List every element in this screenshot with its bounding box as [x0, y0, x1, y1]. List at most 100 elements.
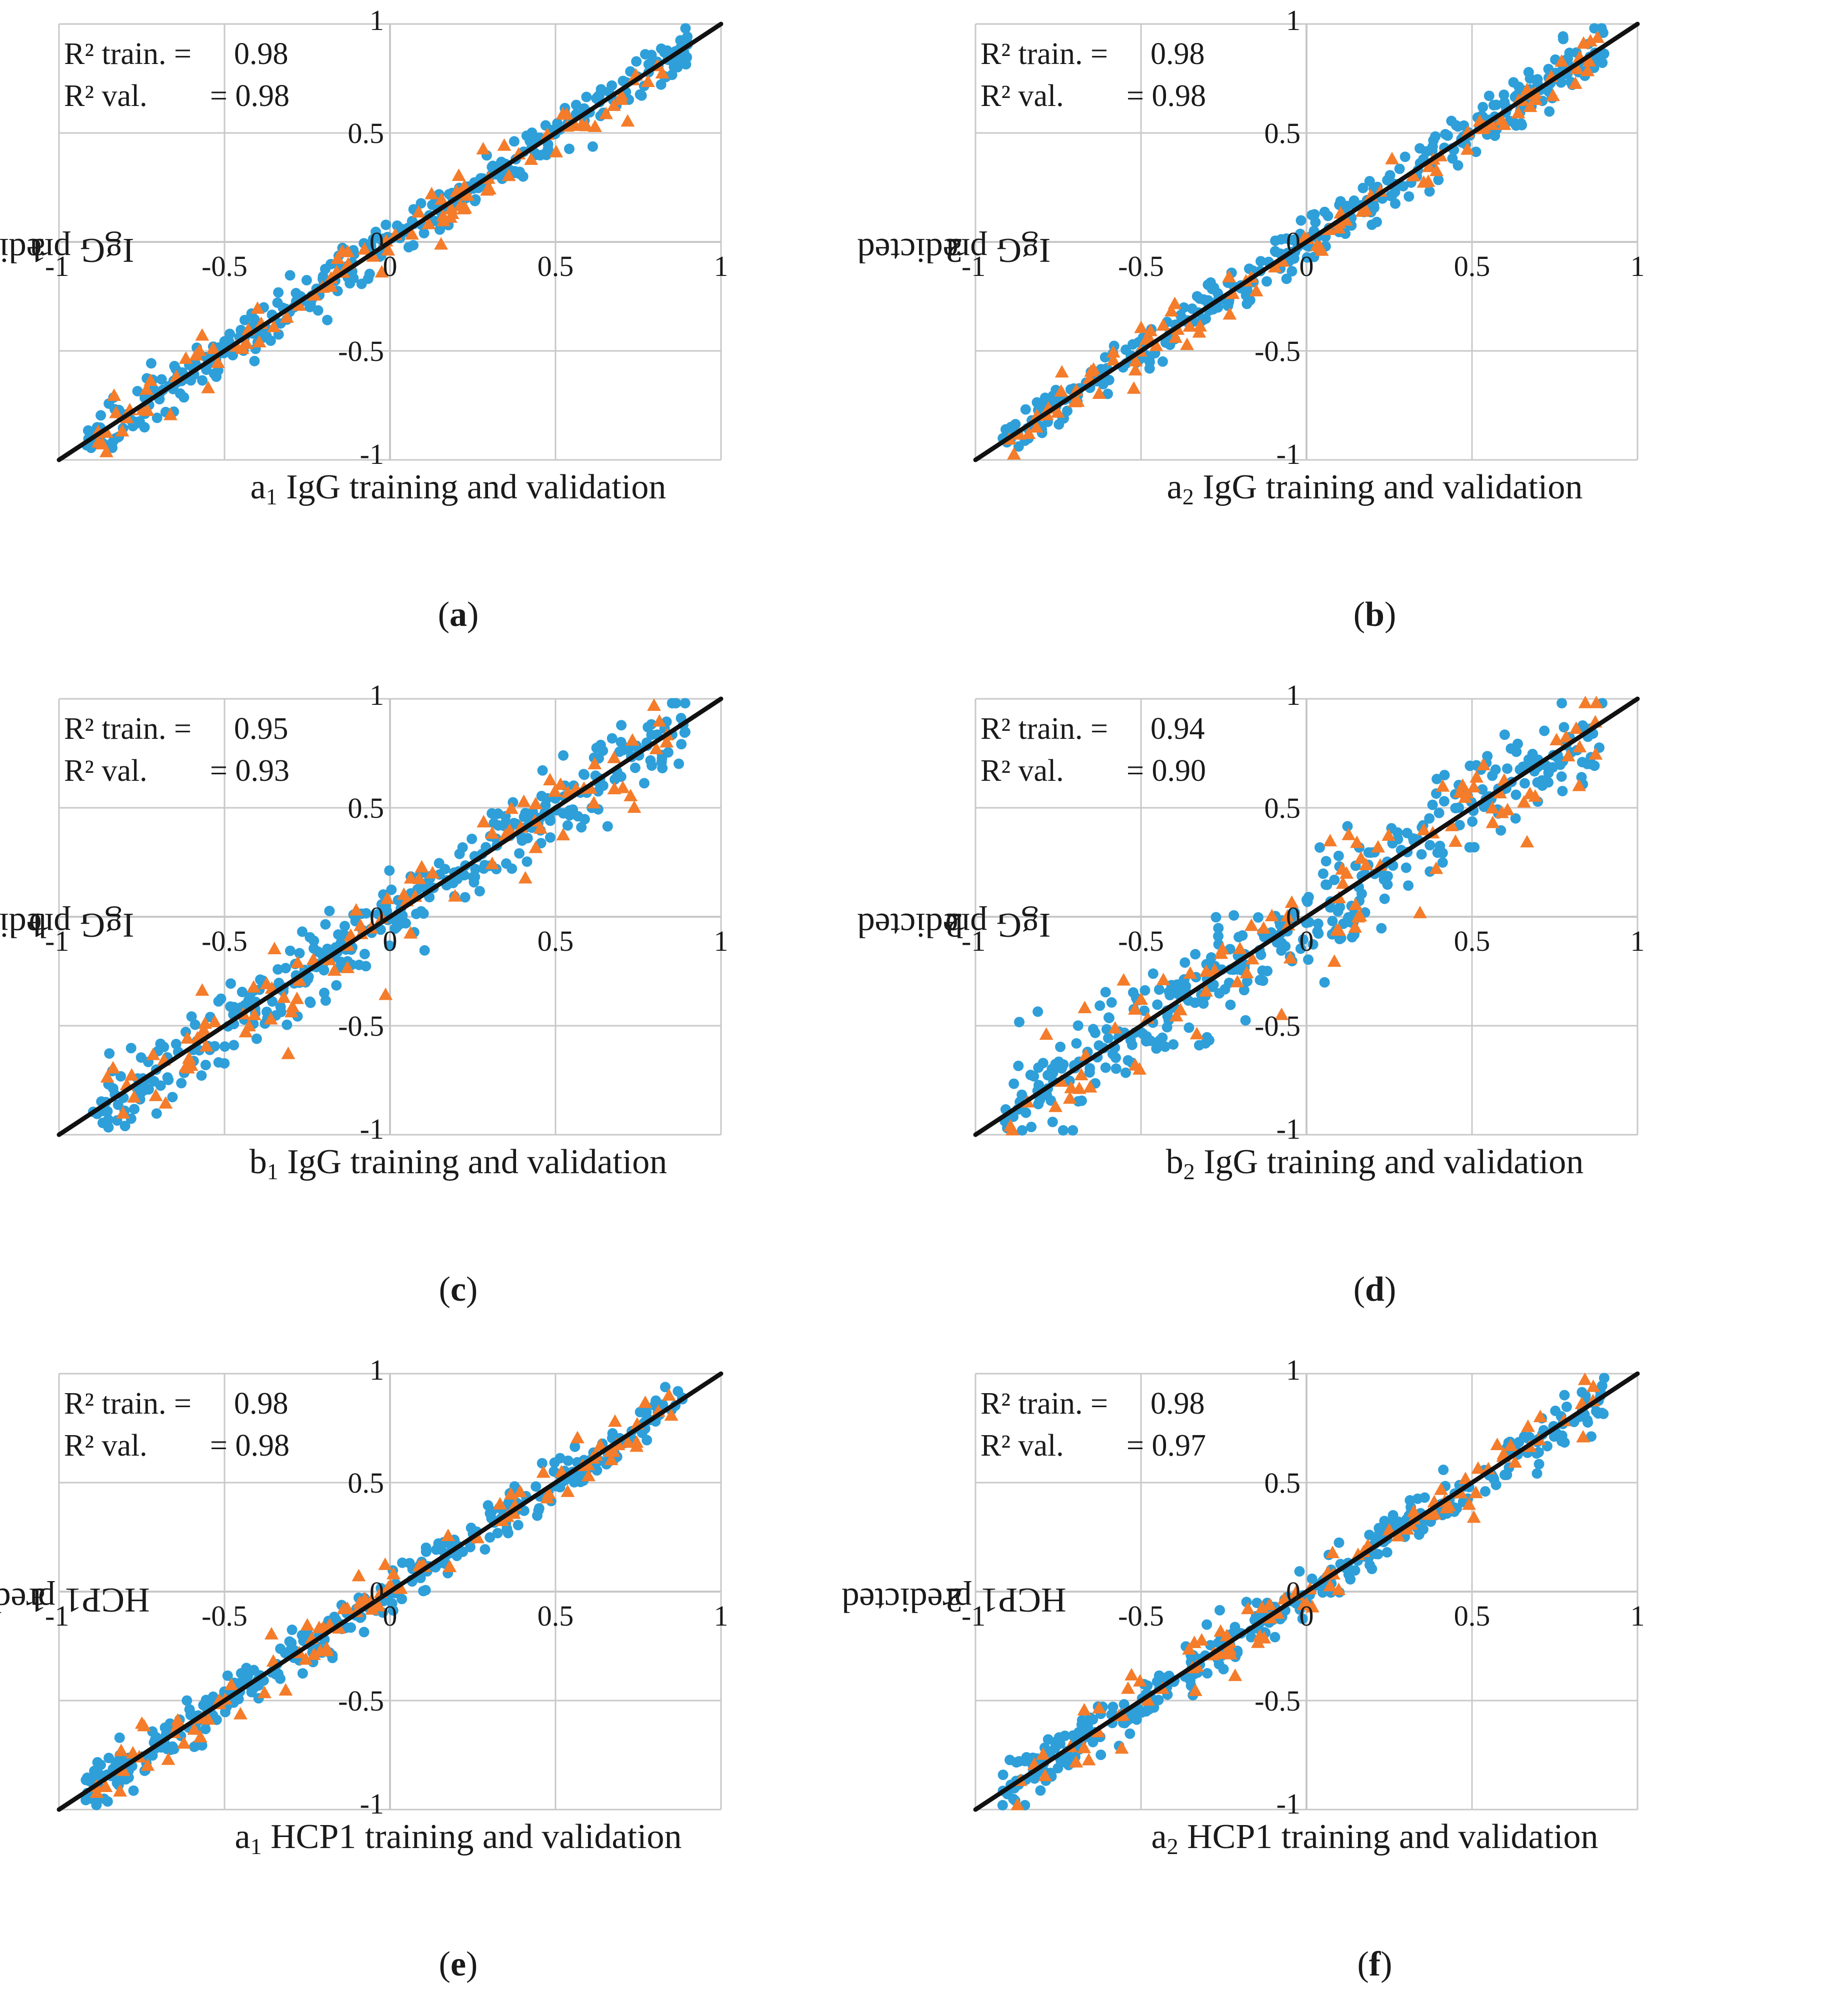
validation-point [233, 1707, 248, 1720]
validation-point [208, 1015, 222, 1027]
validation-point [582, 1469, 596, 1482]
training-point [1527, 749, 1538, 759]
training-point [419, 945, 430, 956]
validation-point [1439, 1501, 1454, 1514]
validation-point [1193, 319, 1208, 332]
training-point [384, 865, 395, 876]
validation-point [485, 856, 500, 869]
validation-point [556, 106, 570, 119]
validation-point [100, 1070, 114, 1083]
validation-point [1054, 365, 1069, 378]
y-tick-label: 0.5 [348, 792, 384, 824]
training-point [568, 1477, 580, 1488]
training-point [470, 194, 481, 205]
training-point [396, 1594, 408, 1605]
validation-point [284, 1005, 298, 1018]
training-point [1152, 999, 1163, 1010]
validation-point [292, 298, 306, 311]
validation-point [354, 918, 368, 931]
x-tick-label: -1 [962, 250, 986, 282]
training-point [276, 1006, 286, 1017]
training-point [354, 959, 364, 970]
x-tick-label: 0 [383, 1600, 398, 1632]
validation-point [306, 952, 320, 965]
training-point [1558, 33, 1568, 44]
training-point [1582, 1417, 1594, 1428]
validation-point [1010, 1798, 1025, 1811]
training-point [1319, 977, 1330, 988]
training-point [1013, 1060, 1024, 1071]
y-tick-label: 1 [370, 1354, 384, 1386]
validation-point [1005, 1123, 1020, 1136]
validation-point [199, 1039, 214, 1052]
validation-point [380, 891, 394, 904]
training-point [486, 161, 498, 172]
identity-line [973, 21, 1640, 462]
y-tick-label: 0 [1286, 901, 1300, 933]
training-point [1276, 945, 1287, 956]
training-point [305, 299, 316, 310]
validation-point [1190, 1027, 1204, 1040]
r2-val-value: = 0.90 [1126, 754, 1206, 788]
validation-point [1092, 386, 1106, 399]
y-tick-label: -1 [1276, 1788, 1300, 1820]
training-point [1014, 1756, 1024, 1767]
training-point [666, 698, 678, 709]
validation-point [1222, 307, 1237, 320]
validation-point [1353, 909, 1368, 922]
training-point [89, 1766, 100, 1777]
training-point [1464, 842, 1475, 853]
r2-val-label: R² val. [980, 79, 1064, 113]
validation-point [1283, 951, 1298, 964]
validation-point [627, 800, 642, 813]
validation-point [140, 1758, 155, 1771]
training-point [1125, 1035, 1136, 1046]
training-point [297, 1668, 308, 1679]
validation-point [1188, 1683, 1202, 1696]
training-point [1186, 303, 1198, 314]
training-point [518, 811, 530, 822]
validation-point [485, 826, 500, 839]
training-point [1298, 934, 1308, 945]
validation-point [164, 407, 178, 420]
validation-point [238, 1025, 253, 1038]
training-point [1329, 874, 1340, 885]
validation-point [1256, 921, 1271, 934]
r2-train-label: R² train. = [64, 712, 192, 746]
training-point [433, 1538, 444, 1549]
training-point [1424, 813, 1435, 824]
training-point [1539, 725, 1550, 736]
validation-point [1245, 952, 1260, 965]
training-point [594, 89, 605, 100]
x-axis-label-e: a1 HCP1 training and validation [234, 1818, 682, 1859]
validation-point [630, 1439, 644, 1452]
training-point [1102, 388, 1113, 399]
validation-point [453, 198, 468, 211]
validation-point [357, 242, 372, 255]
validation-point [144, 373, 158, 386]
validation-point [1559, 730, 1574, 743]
validation-point [137, 1719, 151, 1732]
r2-val-value: = 0.93 [210, 754, 290, 788]
training-point [241, 1663, 252, 1674]
training-point [1213, 923, 1224, 934]
training-point [1516, 119, 1528, 130]
validation-point [1064, 1081, 1078, 1093]
validation-point [492, 1497, 507, 1510]
validation-point [340, 960, 354, 973]
validation-point [1466, 780, 1481, 793]
training-point [1033, 1099, 1044, 1110]
x-tick-label: 1 [1630, 1600, 1645, 1632]
validation-point [1228, 1668, 1242, 1681]
validation-point [116, 1106, 130, 1119]
training-point [1306, 209, 1318, 220]
y-tick-label: 0 [370, 901, 384, 933]
validation-point [268, 941, 282, 954]
validation-point [1332, 1583, 1346, 1595]
validation-point [1485, 117, 1500, 130]
training-point [460, 892, 470, 903]
training-point [1356, 888, 1367, 899]
training-point [1058, 1125, 1068, 1136]
x-tick-label: 0 [383, 250, 398, 282]
validation-point [365, 1602, 380, 1615]
